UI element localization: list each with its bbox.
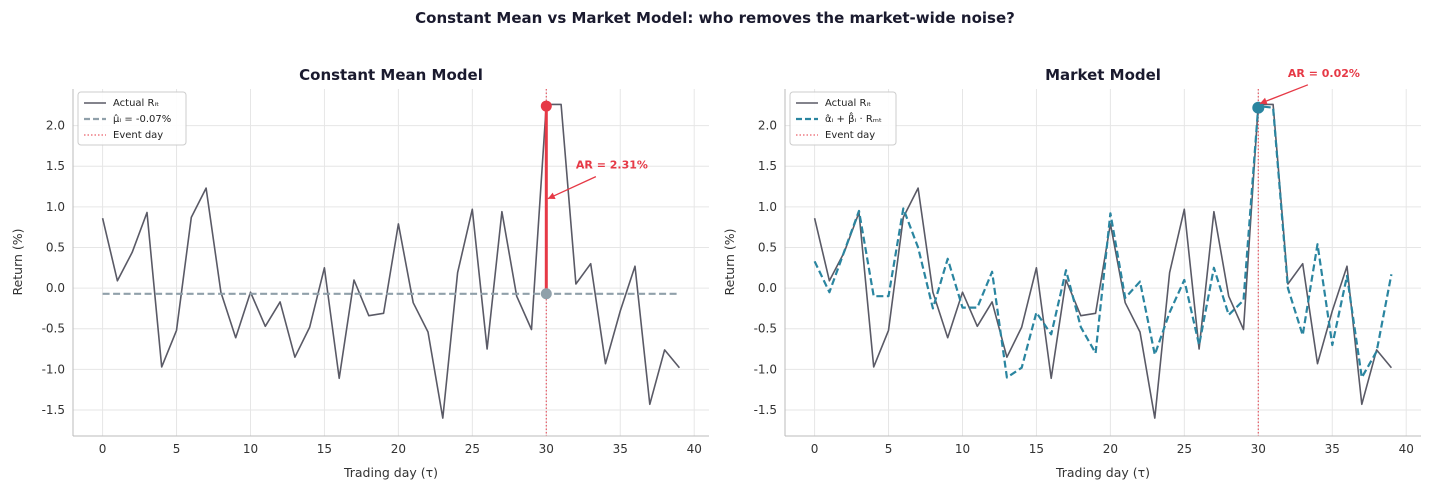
plot-marks [101, 89, 681, 436]
legend-entry-event: Event day [825, 130, 875, 141]
panel-title: Constant Mean Model [299, 66, 483, 84]
ar-arrowhead [1259, 97, 1268, 105]
legend-entry-model: α̂ᵢ + β̂ᵢ · Rₘₜ [825, 111, 882, 125]
legend-box [77, 91, 187, 146]
y-tick-label: 0.5 [46, 240, 65, 254]
y-tick-label: 2.0 [46, 119, 65, 133]
y-tick-label: -1.0 [754, 362, 777, 376]
x-tick-label: 20 [1103, 442, 1118, 456]
y-tick-label: 1.0 [758, 200, 777, 214]
x-tick-label: 25 [465, 442, 480, 456]
x-tick-label: 10 [243, 442, 258, 456]
panel-constant-mean: Constant Mean Model Trading day (τ) Retu… [10, 66, 709, 480]
expected-marker [540, 288, 552, 300]
actual-marker [540, 100, 552, 112]
y-tick-label: 0.0 [46, 281, 65, 295]
tick-labels: 0 5 10 15 20 25 30 35 40 -1.5 -1.0 -0.5 0.0 0.5 1.0 1.5… [754, 119, 1414, 456]
y-tick-label: 1.5 [46, 159, 65, 173]
x-tick-label: 0 [99, 442, 107, 456]
ar-arrow [1259, 84, 1309, 105]
panel-market-model: Market Model Trading day (τ) Return (%) … [722, 66, 1421, 480]
y-tick-label: -1.0 [42, 362, 65, 376]
x-tick-label: 30 [1251, 442, 1266, 456]
x-tick-label: 40 [1399, 442, 1414, 456]
y-tick-label: 2.0 [758, 119, 777, 133]
grid [784, 89, 1421, 437]
legend-box [789, 91, 897, 146]
plot-marks [813, 84, 1393, 436]
y-tick-label: 1.0 [46, 200, 65, 214]
ar-annotation: AR = 0.02% [1288, 67, 1360, 80]
x-tick-label: 40 [687, 442, 702, 456]
ar-arrowhead [547, 192, 556, 199]
tick-labels: 0 5 10 15 20 25 30 35 40 -1.5 -1.0 -0.5 0.0 0.5 1.0 1.5… [42, 119, 702, 456]
x-tick-label: 5 [885, 442, 893, 456]
y-tick-label: -0.5 [754, 322, 777, 336]
legend: Actual Rᵢₜ μ̂ᵢ = -0.07% Event day [77, 91, 187, 146]
panel-title: Market Model [1045, 66, 1161, 84]
x-axis-label: Trading day (τ) [343, 465, 438, 480]
legend-entry-actual: Actual Rᵢₜ [825, 98, 871, 109]
series-line-actual [813, 103, 1393, 419]
y-axis-label: Return (%) [722, 228, 737, 295]
y-tick-label: 1.5 [758, 159, 777, 173]
y-tick-label: -1.5 [754, 403, 777, 417]
x-tick-label: 0 [811, 442, 819, 456]
series-line-model [813, 104, 1393, 379]
x-tick-label: 5 [173, 442, 181, 456]
x-tick-label: 15 [1029, 442, 1044, 456]
ar-annotation: AR = 2.31% [576, 159, 648, 172]
legend-entry-mean: μ̂ᵢ = -0.07% [113, 113, 171, 125]
grid [72, 89, 709, 437]
legend-entry-event: Event day [113, 130, 163, 141]
y-axis-label: Return (%) [10, 228, 25, 295]
x-tick-label: 10 [955, 442, 970, 456]
series-line-actual [101, 103, 681, 419]
y-tick-label: -1.5 [42, 403, 65, 417]
legend: Actual Rᵢₜ α̂ᵢ + β̂ᵢ · Rₘₜ Event day [789, 91, 897, 146]
ar-arrow [547, 176, 597, 200]
x-tick-label: 30 [539, 442, 554, 456]
x-axis-label: Trading day (τ) [1055, 465, 1150, 480]
y-tick-label: 0.5 [758, 240, 777, 254]
figure-title: Constant Mean vs Market Model: who remov… [415, 9, 1015, 27]
expected-marker [1252, 101, 1265, 114]
y-tick-label: 0.0 [758, 281, 777, 295]
legend-entry-actual: Actual Rᵢₜ [113, 98, 159, 109]
x-tick-label: 35 [1325, 442, 1340, 456]
x-tick-label: 20 [391, 442, 406, 456]
x-tick-label: 15 [317, 442, 332, 456]
x-tick-label: 25 [1177, 442, 1192, 456]
x-tick-label: 35 [613, 442, 628, 456]
y-tick-label: -0.5 [42, 322, 65, 336]
